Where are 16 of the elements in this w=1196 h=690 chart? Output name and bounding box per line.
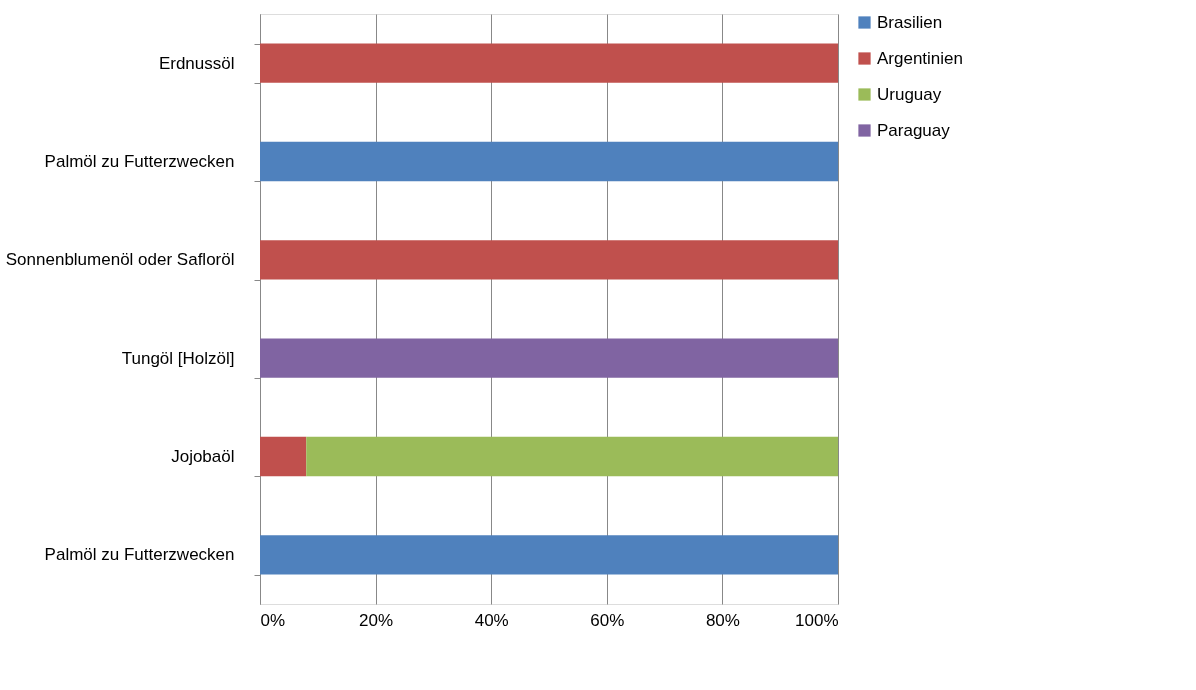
y-tick-label: Palmöl zu Futterzwecken <box>44 152 235 171</box>
x-tick-label: 60% <box>590 610 625 630</box>
x-tick-label: 0% <box>260 610 286 630</box>
x-tick-label: 100% <box>795 610 839 630</box>
y-tick-label: Erdnussöl <box>158 53 235 73</box>
legend-label: Argentinien <box>877 48 964 68</box>
y-tick-label: Sonnenblumenöl oder Safloröl <box>5 250 235 270</box>
legend-label: Uruguay <box>877 84 942 104</box>
legend-label: Paraguay <box>877 120 951 140</box>
x-tick-label: 80% <box>705 610 740 630</box>
y-tick-label: Jojobaöl <box>171 447 235 466</box>
x-tick-label: 40% <box>474 610 509 630</box>
y-tick-label: Palmöl zu Futterzwecken <box>44 545 235 565</box>
x-tick-label: 20% <box>359 610 394 630</box>
legend-label: Brasilien <box>877 12 943 32</box>
y-tick-label: Tungöl [Holzöl] <box>121 348 235 368</box>
